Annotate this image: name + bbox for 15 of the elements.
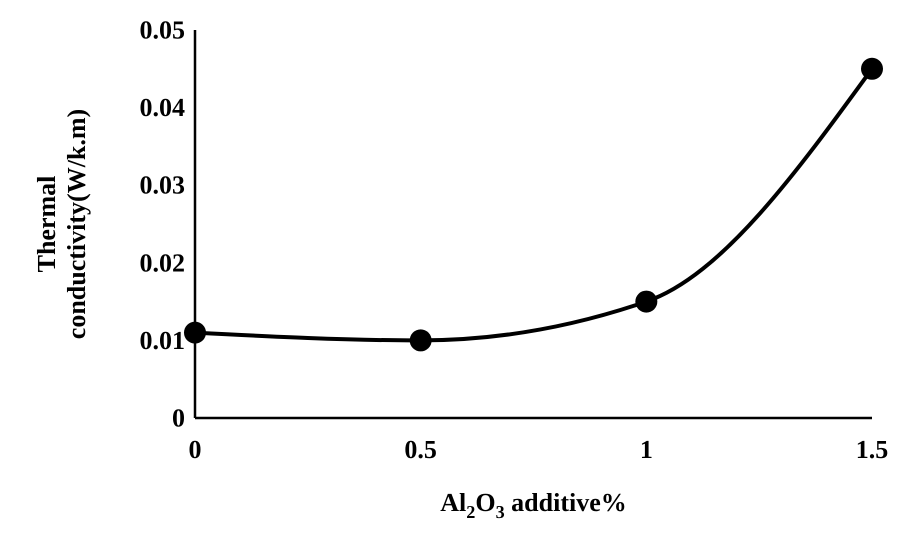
point <box>861 58 883 80</box>
y-tick-label: 0.05 <box>140 16 185 44</box>
y-tick-label: 0.02 <box>140 248 185 278</box>
x-tick-label: 1 <box>640 435 653 464</box>
point <box>410 329 432 352</box>
point <box>184 322 206 344</box>
x-axis-title: Al$_{2}$O$_{3}$ additive% <box>440 488 627 522</box>
x-tick-label: 1.5 <box>856 435 888 464</box>
y-axis-title: Thermal conductivity(W/k.m) <box>32 108 91 340</box>
y-tick-label: 0 <box>172 404 185 432</box>
y-tick-label: 0.03 <box>140 170 185 200</box>
x-tick-label: 0.5 <box>404 435 437 464</box>
y-tick-label: 0.01 <box>140 326 185 355</box>
point <box>635 290 658 313</box>
y-tick-label: 0.04 <box>140 93 185 122</box>
